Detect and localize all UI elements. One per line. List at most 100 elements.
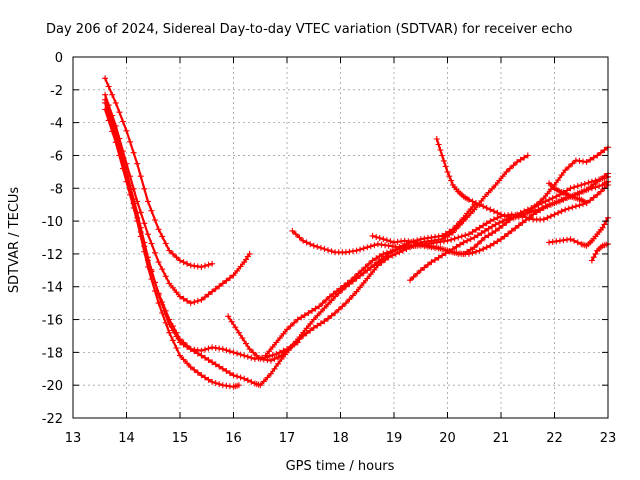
x-tick-label: 21 bbox=[493, 431, 510, 446]
data-point bbox=[285, 346, 292, 353]
series-line bbox=[104, 98, 299, 360]
data-point bbox=[387, 248, 394, 255]
data-point bbox=[314, 312, 321, 319]
data-point bbox=[216, 381, 223, 388]
data-point bbox=[303, 239, 310, 246]
data-point bbox=[460, 239, 467, 246]
data-point bbox=[351, 273, 358, 280]
series-line bbox=[104, 77, 214, 269]
data-point bbox=[326, 293, 333, 300]
chart-title: Day 206 of 2024, Sidereal Day-to-day VTE… bbox=[46, 22, 573, 37]
data-point bbox=[187, 364, 194, 371]
data-point bbox=[209, 288, 216, 295]
data-point bbox=[462, 232, 469, 239]
data-point bbox=[234, 373, 241, 380]
data-point bbox=[267, 370, 274, 377]
data-point bbox=[391, 247, 397, 254]
data-point bbox=[549, 238, 556, 245]
y-tick-label: -16 bbox=[42, 314, 63, 329]
data-point bbox=[496, 177, 503, 184]
data-point bbox=[412, 239, 419, 246]
data-point bbox=[576, 202, 583, 209]
data-point bbox=[362, 264, 369, 270]
data-point bbox=[137, 209, 144, 216]
data-point bbox=[405, 238, 412, 245]
data-point bbox=[428, 259, 435, 266]
data-point bbox=[458, 233, 465, 240]
data-point bbox=[244, 353, 251, 360]
data-point bbox=[216, 345, 223, 352]
data-point bbox=[282, 349, 289, 356]
data-point bbox=[572, 203, 579, 210]
data-point bbox=[300, 333, 307, 339]
data-point bbox=[262, 352, 269, 359]
x-tick-label: 13 bbox=[65, 431, 82, 446]
data-point bbox=[590, 254, 597, 261]
data-point bbox=[209, 260, 216, 267]
data-point bbox=[442, 234, 449, 240]
data-point bbox=[260, 378, 267, 385]
data-point bbox=[198, 264, 205, 270]
data-point bbox=[446, 231, 453, 238]
data-point bbox=[202, 294, 208, 301]
data-point bbox=[481, 234, 488, 241]
data-point bbox=[116, 109, 123, 116]
data-point bbox=[159, 299, 166, 305]
data-point bbox=[180, 356, 187, 363]
data-point bbox=[442, 163, 449, 170]
data-point bbox=[230, 349, 237, 356]
data-point bbox=[341, 282, 348, 289]
data-point bbox=[269, 352, 276, 359]
data-point bbox=[373, 255, 380, 262]
data-point bbox=[105, 110, 112, 117]
data-point bbox=[382, 256, 389, 263]
data-point bbox=[476, 201, 483, 208]
x-tick-label: 17 bbox=[279, 431, 296, 446]
data-point bbox=[275, 354, 282, 361]
data-point bbox=[177, 352, 183, 359]
data-point bbox=[446, 173, 453, 180]
data-point bbox=[474, 232, 481, 239]
data-point bbox=[152, 249, 158, 256]
data-point bbox=[119, 159, 126, 165]
data-point bbox=[237, 263, 244, 270]
data-point bbox=[392, 250, 399, 257]
data-point bbox=[571, 184, 578, 191]
data-point bbox=[467, 236, 474, 243]
data-point bbox=[585, 179, 592, 186]
data-point bbox=[449, 246, 456, 252]
data-point bbox=[209, 378, 216, 385]
data-point bbox=[539, 205, 545, 211]
data-point bbox=[367, 243, 374, 250]
data-point bbox=[547, 213, 554, 220]
data-point bbox=[564, 236, 570, 243]
data-point bbox=[307, 327, 314, 334]
data-point bbox=[191, 366, 198, 373]
data-point bbox=[357, 246, 364, 253]
axes: 13 14 15 16 17 18 19 20 21 22 23 0 -2 -4 -6 -8 -10 -12 -14… bbox=[42, 51, 617, 446]
data-point bbox=[105, 83, 112, 90]
data-point bbox=[275, 360, 282, 367]
data-point bbox=[587, 156, 594, 163]
data-point bbox=[530, 205, 537, 211]
data-point bbox=[407, 277, 414, 284]
data-point bbox=[162, 240, 169, 247]
data-point bbox=[517, 156, 524, 163]
data-point bbox=[148, 207, 155, 214]
data-point bbox=[212, 380, 219, 386]
data-point bbox=[234, 267, 241, 274]
series-track-12 bbox=[546, 180, 590, 206]
data-point bbox=[567, 236, 574, 243]
data-point bbox=[180, 339, 187, 346]
data-point bbox=[364, 244, 371, 251]
data-point bbox=[467, 210, 474, 217]
data-point bbox=[549, 200, 556, 207]
data-point bbox=[257, 382, 264, 389]
data-point bbox=[226, 370, 233, 377]
data-point bbox=[335, 306, 342, 313]
data-point bbox=[439, 252, 446, 259]
y-tick-label: -22 bbox=[42, 412, 63, 427]
data-point bbox=[155, 300, 162, 307]
data-point bbox=[578, 188, 585, 195]
series-track-13 bbox=[546, 214, 611, 249]
